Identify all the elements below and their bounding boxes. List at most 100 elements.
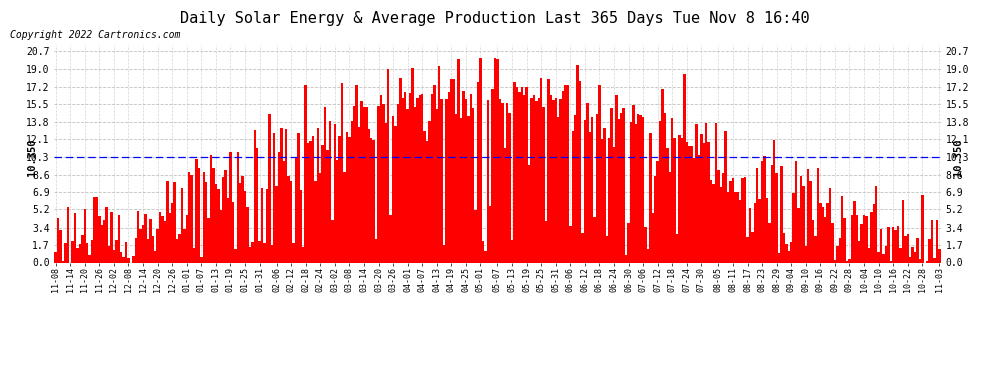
Bar	[125, 242, 128, 262]
Bar	[877, 252, 880, 262]
Bar	[858, 241, 860, 262]
Bar	[642, 117, 644, 262]
Bar	[695, 124, 698, 262]
Bar	[56, 218, 59, 262]
Bar	[834, 260, 837, 262]
Bar	[797, 208, 800, 262]
Bar	[239, 183, 242, 262]
Bar	[247, 207, 248, 262]
Bar	[608, 138, 611, 262]
Bar	[646, 249, 649, 262]
Bar	[761, 161, 763, 262]
Bar	[292, 243, 295, 262]
Bar	[523, 94, 526, 262]
Bar	[688, 146, 690, 262]
Bar	[91, 240, 93, 262]
Bar	[894, 230, 897, 262]
Bar	[635, 124, 637, 262]
Bar	[748, 208, 751, 262]
Bar	[76, 248, 79, 262]
Bar	[700, 134, 703, 262]
Bar	[882, 254, 885, 262]
Bar	[96, 197, 98, 262]
Bar	[939, 249, 940, 262]
Bar	[788, 251, 790, 262]
Bar	[753, 203, 756, 262]
Bar	[790, 242, 792, 262]
Bar	[350, 121, 353, 262]
Bar	[633, 105, 635, 262]
Bar	[416, 98, 419, 262]
Bar	[673, 138, 676, 262]
Bar	[203, 172, 205, 262]
Bar	[611, 108, 613, 262]
Bar	[513, 82, 516, 262]
Bar	[74, 213, 76, 262]
Bar	[339, 136, 341, 262]
Bar	[630, 122, 633, 262]
Bar	[227, 198, 230, 262]
Bar	[904, 236, 907, 262]
Bar	[686, 141, 688, 262]
Bar	[447, 92, 450, 262]
Bar	[775, 173, 778, 262]
Bar	[778, 254, 780, 262]
Bar	[773, 140, 775, 262]
Bar	[105, 207, 108, 262]
Bar	[158, 213, 161, 262]
Bar	[297, 132, 300, 262]
Bar	[528, 165, 531, 262]
Bar	[735, 192, 737, 262]
Bar	[549, 95, 552, 262]
Bar	[727, 192, 730, 262]
Bar	[479, 58, 482, 262]
Bar	[348, 137, 350, 262]
Bar	[722, 173, 725, 262]
Bar	[446, 99, 447, 262]
Bar	[332, 220, 334, 262]
Bar	[300, 190, 302, 262]
Bar	[770, 165, 773, 262]
Bar	[843, 218, 845, 262]
Bar	[421, 94, 424, 262]
Bar	[86, 243, 88, 262]
Bar	[618, 119, 620, 262]
Bar	[516, 87, 518, 262]
Bar	[397, 104, 399, 262]
Bar	[536, 100, 538, 262]
Bar	[805, 246, 807, 262]
Bar	[875, 186, 877, 262]
Bar	[217, 189, 220, 262]
Bar	[431, 94, 434, 262]
Bar	[872, 204, 875, 262]
Bar	[564, 85, 566, 262]
Bar	[142, 225, 145, 262]
Bar	[713, 183, 715, 262]
Bar	[327, 150, 329, 262]
Bar	[370, 138, 372, 262]
Bar	[853, 201, 855, 262]
Bar	[603, 128, 606, 262]
Bar	[795, 161, 797, 262]
Bar	[312, 136, 314, 262]
Bar	[205, 182, 207, 262]
Bar	[800, 176, 802, 262]
Bar	[305, 85, 307, 262]
Bar	[270, 244, 273, 262]
Bar	[792, 193, 795, 262]
Bar	[494, 58, 496, 262]
Bar	[518, 92, 521, 262]
Bar	[489, 206, 491, 262]
Bar	[708, 142, 710, 262]
Bar	[314, 181, 317, 262]
Bar	[166, 182, 168, 262]
Bar	[596, 114, 598, 262]
Bar	[579, 81, 581, 262]
Bar	[817, 168, 819, 262]
Bar	[469, 94, 472, 262]
Bar	[462, 91, 464, 262]
Bar	[195, 159, 198, 262]
Bar	[353, 106, 355, 262]
Bar	[407, 109, 409, 262]
Bar	[802, 186, 805, 262]
